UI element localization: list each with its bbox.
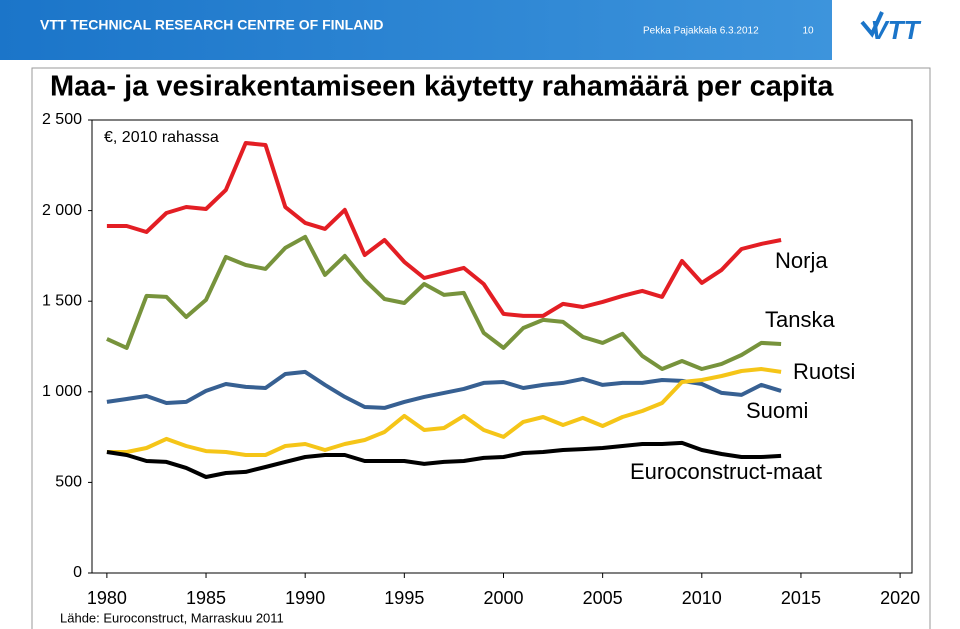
y-tick-label: 0 bbox=[73, 564, 82, 581]
x-tick-label: 1980 bbox=[87, 588, 127, 608]
source: Lähde: Euroconstruct, Marraskuu 2011 bbox=[60, 610, 284, 625]
y-tick-label: 500 bbox=[55, 474, 82, 491]
slide-title: Maa- ja vesirakentamiseen käytetty raham… bbox=[50, 71, 834, 103]
x-tick-label: 2015 bbox=[781, 588, 821, 608]
x-tick-label: 1995 bbox=[384, 588, 424, 608]
series-label: Ruotsi bbox=[793, 359, 855, 384]
y-tick-label: 2 000 bbox=[42, 202, 82, 219]
x-tick-label: 2010 bbox=[682, 588, 722, 608]
series-line bbox=[106, 369, 782, 410]
series-line bbox=[106, 141, 782, 318]
logo: VTT bbox=[860, 11, 922, 45]
page-number: 10 bbox=[802, 26, 814, 37]
series-label: Suomi bbox=[746, 398, 808, 423]
series-label: Norja bbox=[775, 248, 828, 273]
annotation: €, 2010 rahassa bbox=[104, 129, 219, 146]
x-tick-label: 2005 bbox=[583, 588, 623, 608]
x-tick-label: 1985 bbox=[186, 588, 226, 608]
plot-frame bbox=[91, 119, 913, 574]
series-label: Tanska bbox=[765, 307, 835, 332]
y-tick-label: 2 500 bbox=[42, 111, 82, 128]
svg-text:VTT: VTT bbox=[870, 15, 921, 45]
series-label: Euroconstruct-maat bbox=[630, 459, 822, 484]
series-line bbox=[106, 440, 782, 479]
y-tick-label: 1 500 bbox=[42, 292, 82, 309]
series-line bbox=[106, 367, 782, 457]
x-tick-label: 2020 bbox=[880, 588, 920, 608]
series-line bbox=[106, 234, 782, 371]
content-frame bbox=[31, 67, 931, 629]
y-tick-label: 1 000 bbox=[42, 383, 82, 400]
org-name: VTT TECHNICAL RESEARCH CENTRE OF FINLAND bbox=[40, 17, 384, 33]
header-bar bbox=[0, 0, 832, 60]
x-tick-label: 1990 bbox=[285, 588, 325, 608]
x-tick-label: 2000 bbox=[483, 588, 523, 608]
author: Pekka Pajakkala 6.3.2012 bbox=[643, 26, 759, 37]
